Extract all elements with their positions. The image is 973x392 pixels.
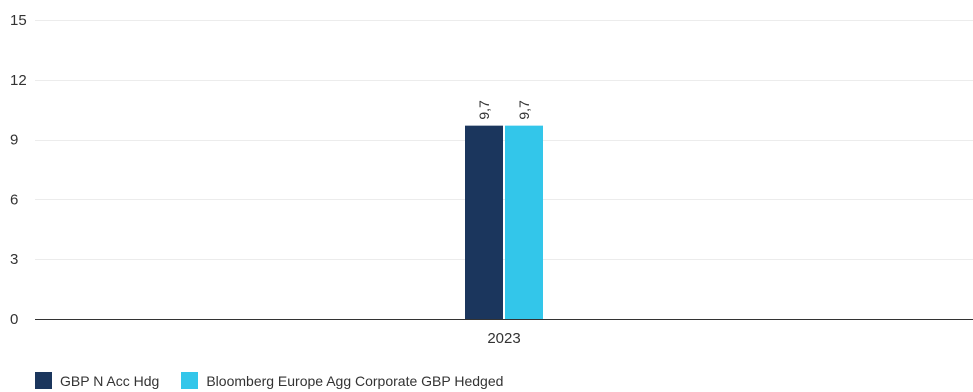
bars <box>465 125 543 319</box>
y-tick-label: 6 <box>10 191 18 208</box>
y-tick-label: 15 <box>10 12 27 29</box>
y-tick-label: 3 <box>10 251 18 268</box>
y-tick-label: 12 <box>10 72 27 89</box>
legend-label-series-2: Bloomberg Europe Agg Corporate GBP Hedge… <box>206 372 504 389</box>
legend-label-series-1: GBP N Acc Hdg <box>60 372 160 389</box>
bar-series-1 <box>465 125 503 319</box>
x-axis-categories: 2023 <box>487 330 520 347</box>
data-label-series-2: 9,7 <box>516 100 532 120</box>
legend: GBP N Acc Hdg Bloomberg Europe Agg Corpo… <box>35 372 525 389</box>
legend-swatch-series-1 <box>35 372 52 389</box>
data-labels: 9,7 9,7 <box>476 100 532 120</box>
data-label-series-1: 9,7 <box>476 100 492 120</box>
legend-swatch-series-2 <box>181 372 199 389</box>
y-tick-label: 0 <box>10 311 18 328</box>
x-category-label: 2023 <box>487 330 520 347</box>
bar-series-2 <box>505 125 543 319</box>
legend-item-series-2: Bloomberg Europe Agg Corporate GBP Hedge… <box>181 372 503 389</box>
y-axis-ticks: 0 3 6 9 12 15 <box>10 12 27 328</box>
y-tick-label: 9 <box>10 132 18 149</box>
gridlines <box>35 20 973 260</box>
legend-item-series-1: GBP N Acc Hdg <box>35 372 159 389</box>
